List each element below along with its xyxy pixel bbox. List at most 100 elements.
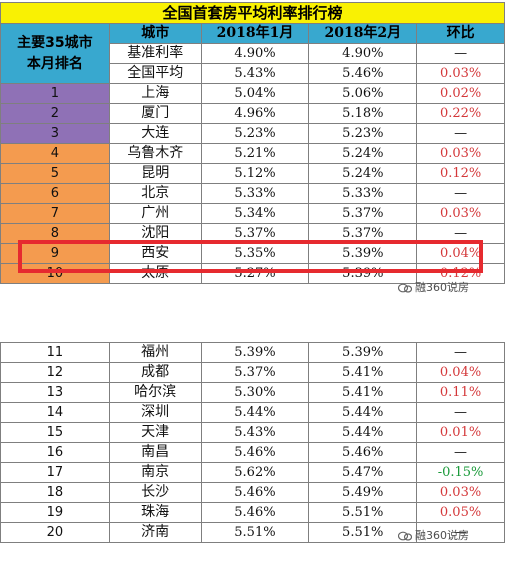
city-cell: 乌鲁木齐 xyxy=(108,143,202,164)
rank-cell: 18 xyxy=(0,482,110,503)
rank-cell: 7 xyxy=(0,203,110,224)
jan-cell: 4.90% xyxy=(200,43,310,64)
jan-cell: 5.46% xyxy=(200,442,310,463)
change-cell: 0.12% xyxy=(416,163,505,184)
city-cell: 济南 xyxy=(108,522,202,543)
watermark: 融360说房 xyxy=(398,279,469,295)
city-cell: 基准利率 xyxy=(108,43,202,64)
table-row: 1 上海 5.04% 5.06% 0.02% xyxy=(0,83,505,104)
feb-cell: 5.23% xyxy=(308,123,418,144)
change-cell: 0.03% xyxy=(416,143,505,164)
rank-cell: 12 xyxy=(0,362,110,383)
city-cell: 南京 xyxy=(108,462,202,483)
city-cell: 大连 xyxy=(108,123,202,144)
city-cell: 北京 xyxy=(108,183,202,204)
table-row: 16 南昌 5.46% 5.46% — xyxy=(0,442,505,463)
city-column-header: 城市 xyxy=(108,23,202,44)
table-row: 6 北京 5.33% 5.33% — xyxy=(0,183,505,204)
jan-cell: 5.46% xyxy=(200,482,310,503)
change-cell: — xyxy=(416,183,505,204)
change-cell: — xyxy=(416,522,505,543)
summary-row: 基准利率 4.90% 4.90% — xyxy=(1,43,505,64)
change-cell: — xyxy=(416,402,505,423)
table-row: 14 深圳 5.44% 5.44% — xyxy=(0,402,505,423)
table-row: 7 广州 5.34% 5.37% 0.03% xyxy=(0,203,505,224)
table-row: 18 长沙 5.46% 5.49% 0.03% xyxy=(0,482,505,503)
city-cell: 昆明 xyxy=(108,163,202,184)
title-row: 全国首套房平均利率排行榜 xyxy=(0,2,505,24)
feb-cell: 5.37% xyxy=(308,203,418,224)
city-cell: 西安 xyxy=(108,243,202,264)
jan-cell: 5.44% xyxy=(200,402,310,423)
feb-cell: 5.44% xyxy=(308,402,418,423)
jan-cell: 5.12% xyxy=(200,163,310,184)
city-cell: 厦门 xyxy=(108,103,202,124)
feb-cell: 5.41% xyxy=(308,382,418,403)
header-row: 主要35城市 本月排名 城市 2018年1月 2018年2月 环比 xyxy=(0,23,505,84)
change-cell: — xyxy=(416,123,505,144)
highlight-frame xyxy=(18,240,483,273)
feb-cell: 5.47% xyxy=(308,462,418,483)
jan-cell: 4.96% xyxy=(200,103,310,124)
jan-cell: 5.33% xyxy=(200,183,310,204)
city-cell: 深圳 xyxy=(108,402,202,423)
feb-cell: 5.24% xyxy=(308,143,418,164)
rank-cell: 19 xyxy=(0,502,110,523)
rank-cell: 16 xyxy=(0,442,110,463)
rank-cell: 6 xyxy=(0,183,110,204)
change-cell: 0.11% xyxy=(416,382,505,403)
rank-cell: 4 xyxy=(0,143,110,164)
table-row: 2 厦门 4.96% 5.18% 0.22% xyxy=(0,103,505,124)
change-cell: 0.03% xyxy=(416,203,505,224)
table-row: 13 哈尔滨 5.30% 5.41% 0.11% xyxy=(0,382,505,403)
feb-cell: 4.90% xyxy=(308,43,418,64)
change-cell: 0.03% xyxy=(416,63,505,84)
change-cell: — xyxy=(416,442,505,463)
bottom-table: 11 福州 5.39% 5.39% —12 成都 5.37% 5.41% 0.04% 13 哈尔滨 5… xyxy=(0,342,505,543)
feb-cell: 5.46% xyxy=(308,442,418,463)
jan-cell: 5.43% xyxy=(200,422,310,443)
change-column-header: 环比 xyxy=(416,23,505,44)
jan-cell: 5.04% xyxy=(200,83,310,104)
feb-cell: 5.41% xyxy=(308,362,418,383)
rank-cell: 11 xyxy=(0,342,110,363)
jan-cell: 5.39% xyxy=(200,342,310,363)
jan-cell: 5.34% xyxy=(200,203,310,224)
chat-bubble-icon xyxy=(398,531,412,541)
table-row: 5 昆明 5.12% 5.24% 0.12% xyxy=(0,163,505,184)
city-cell: 成都 xyxy=(108,362,202,383)
table-row: 17 南京 5.62% 5.47% -0.15% xyxy=(0,462,505,483)
rank-column-header: 主要35城市 本月排名 xyxy=(0,23,110,84)
rank-cell: 10 xyxy=(0,263,110,284)
table-row: 4 乌鲁木齐 5.21% 5.24% 0.03% xyxy=(0,143,505,164)
feb-cell: 5.49% xyxy=(308,482,418,503)
change-cell: 0.05% xyxy=(416,502,505,523)
jan-cell: 5.23% xyxy=(200,123,310,144)
rank-cell: 5 xyxy=(0,163,110,184)
change-cell: 0.04% xyxy=(416,362,505,383)
change-cell: 0.03% xyxy=(416,482,505,503)
feb-cell: 5.44% xyxy=(308,422,418,443)
jan-cell: 5.51% xyxy=(200,522,310,543)
jan-column-header: 2018年1月 xyxy=(200,23,310,44)
jan-cell: 5.62% xyxy=(200,462,310,483)
city-cell: 南昌 xyxy=(108,442,202,463)
feb-cell: 5.51% xyxy=(308,522,418,543)
change-cell: -0.15% xyxy=(416,462,505,483)
table-row: 20 济南 5.51% 5.51% — xyxy=(0,522,505,543)
change-cell: 0.01% xyxy=(416,422,505,443)
jan-cell: 5.43% xyxy=(200,63,310,84)
table-row: 15 天津 5.43% 5.44% 0.01% xyxy=(0,422,505,443)
rank-cell: 17 xyxy=(0,462,110,483)
rank-cell: 9 xyxy=(0,243,110,264)
city-cell: 全国平均 xyxy=(108,63,202,84)
feb-cell: 5.46% xyxy=(308,63,418,84)
feb-cell: 5.18% xyxy=(308,103,418,124)
top-table: 全国首套房平均利率排行榜 主要35城市 本月排名 城市 2018年1月 2018… xyxy=(0,2,505,284)
city-cell: 哈尔滨 xyxy=(108,382,202,403)
jan-cell: 5.21% xyxy=(200,143,310,164)
city-cell: 上海 xyxy=(108,83,202,104)
city-cell: 天津 xyxy=(108,422,202,443)
summary-row: 全国平均 5.43% 5.46% 0.03% xyxy=(1,63,505,84)
table-row: 12 成都 5.37% 5.41% 0.04% xyxy=(0,362,505,383)
